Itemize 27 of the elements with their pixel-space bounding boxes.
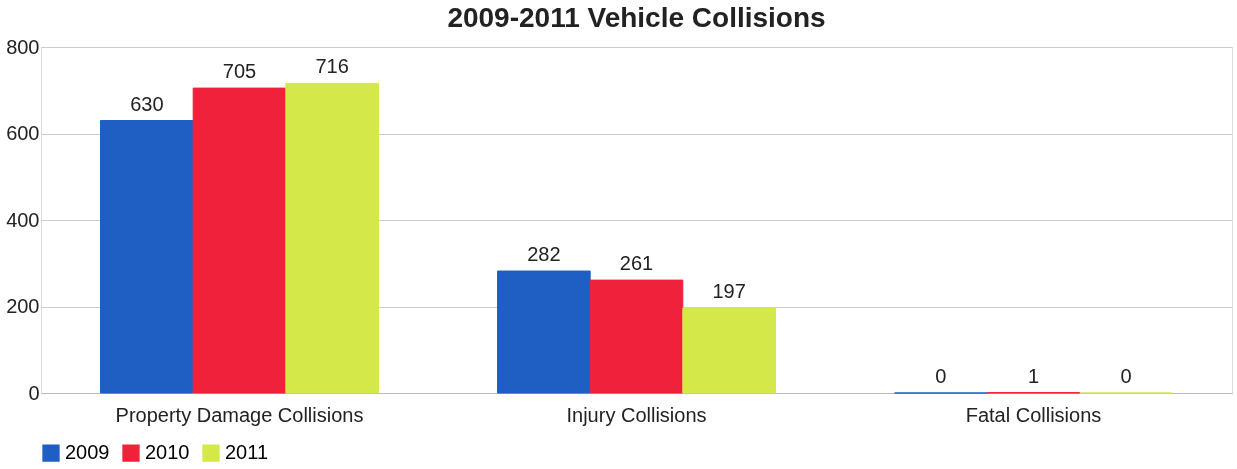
bar <box>497 270 591 394</box>
data-label: 705 <box>222 60 257 83</box>
data-label: 282 <box>527 243 561 266</box>
chart-title: 2009-2011 Vehicle Collisions <box>447 2 826 33</box>
data-label: 0 <box>1120 365 1132 387</box>
bar <box>192 87 287 394</box>
legend-label: 2009 <box>65 441 110 464</box>
data-label: 1 <box>1027 364 1040 387</box>
y-tick-label: 400 <box>6 208 40 231</box>
y-tick-label: 200 <box>6 295 40 317</box>
data-label: 197 <box>712 279 746 302</box>
bar <box>682 307 776 394</box>
x-tick-label: Property Damage Collisions <box>115 403 364 426</box>
bar <box>589 279 684 394</box>
data-label: 630 <box>130 92 164 115</box>
y-tick-label: 0 <box>28 381 40 404</box>
x-tick-label: Injury Collisions <box>566 403 707 426</box>
y-tick-label: 600 <box>6 122 40 144</box>
data-label: 716 <box>315 55 349 78</box>
data-label: 261 <box>619 252 654 275</box>
bar <box>285 82 379 394</box>
x-tick-label: Fatal Collisions <box>965 403 1102 426</box>
data-label: 0 <box>935 365 947 387</box>
legend-label: 2010 <box>145 441 190 464</box>
legend-label: 2011 <box>225 441 269 464</box>
y-tick-label: 800 <box>6 35 40 58</box>
bar <box>100 120 194 394</box>
